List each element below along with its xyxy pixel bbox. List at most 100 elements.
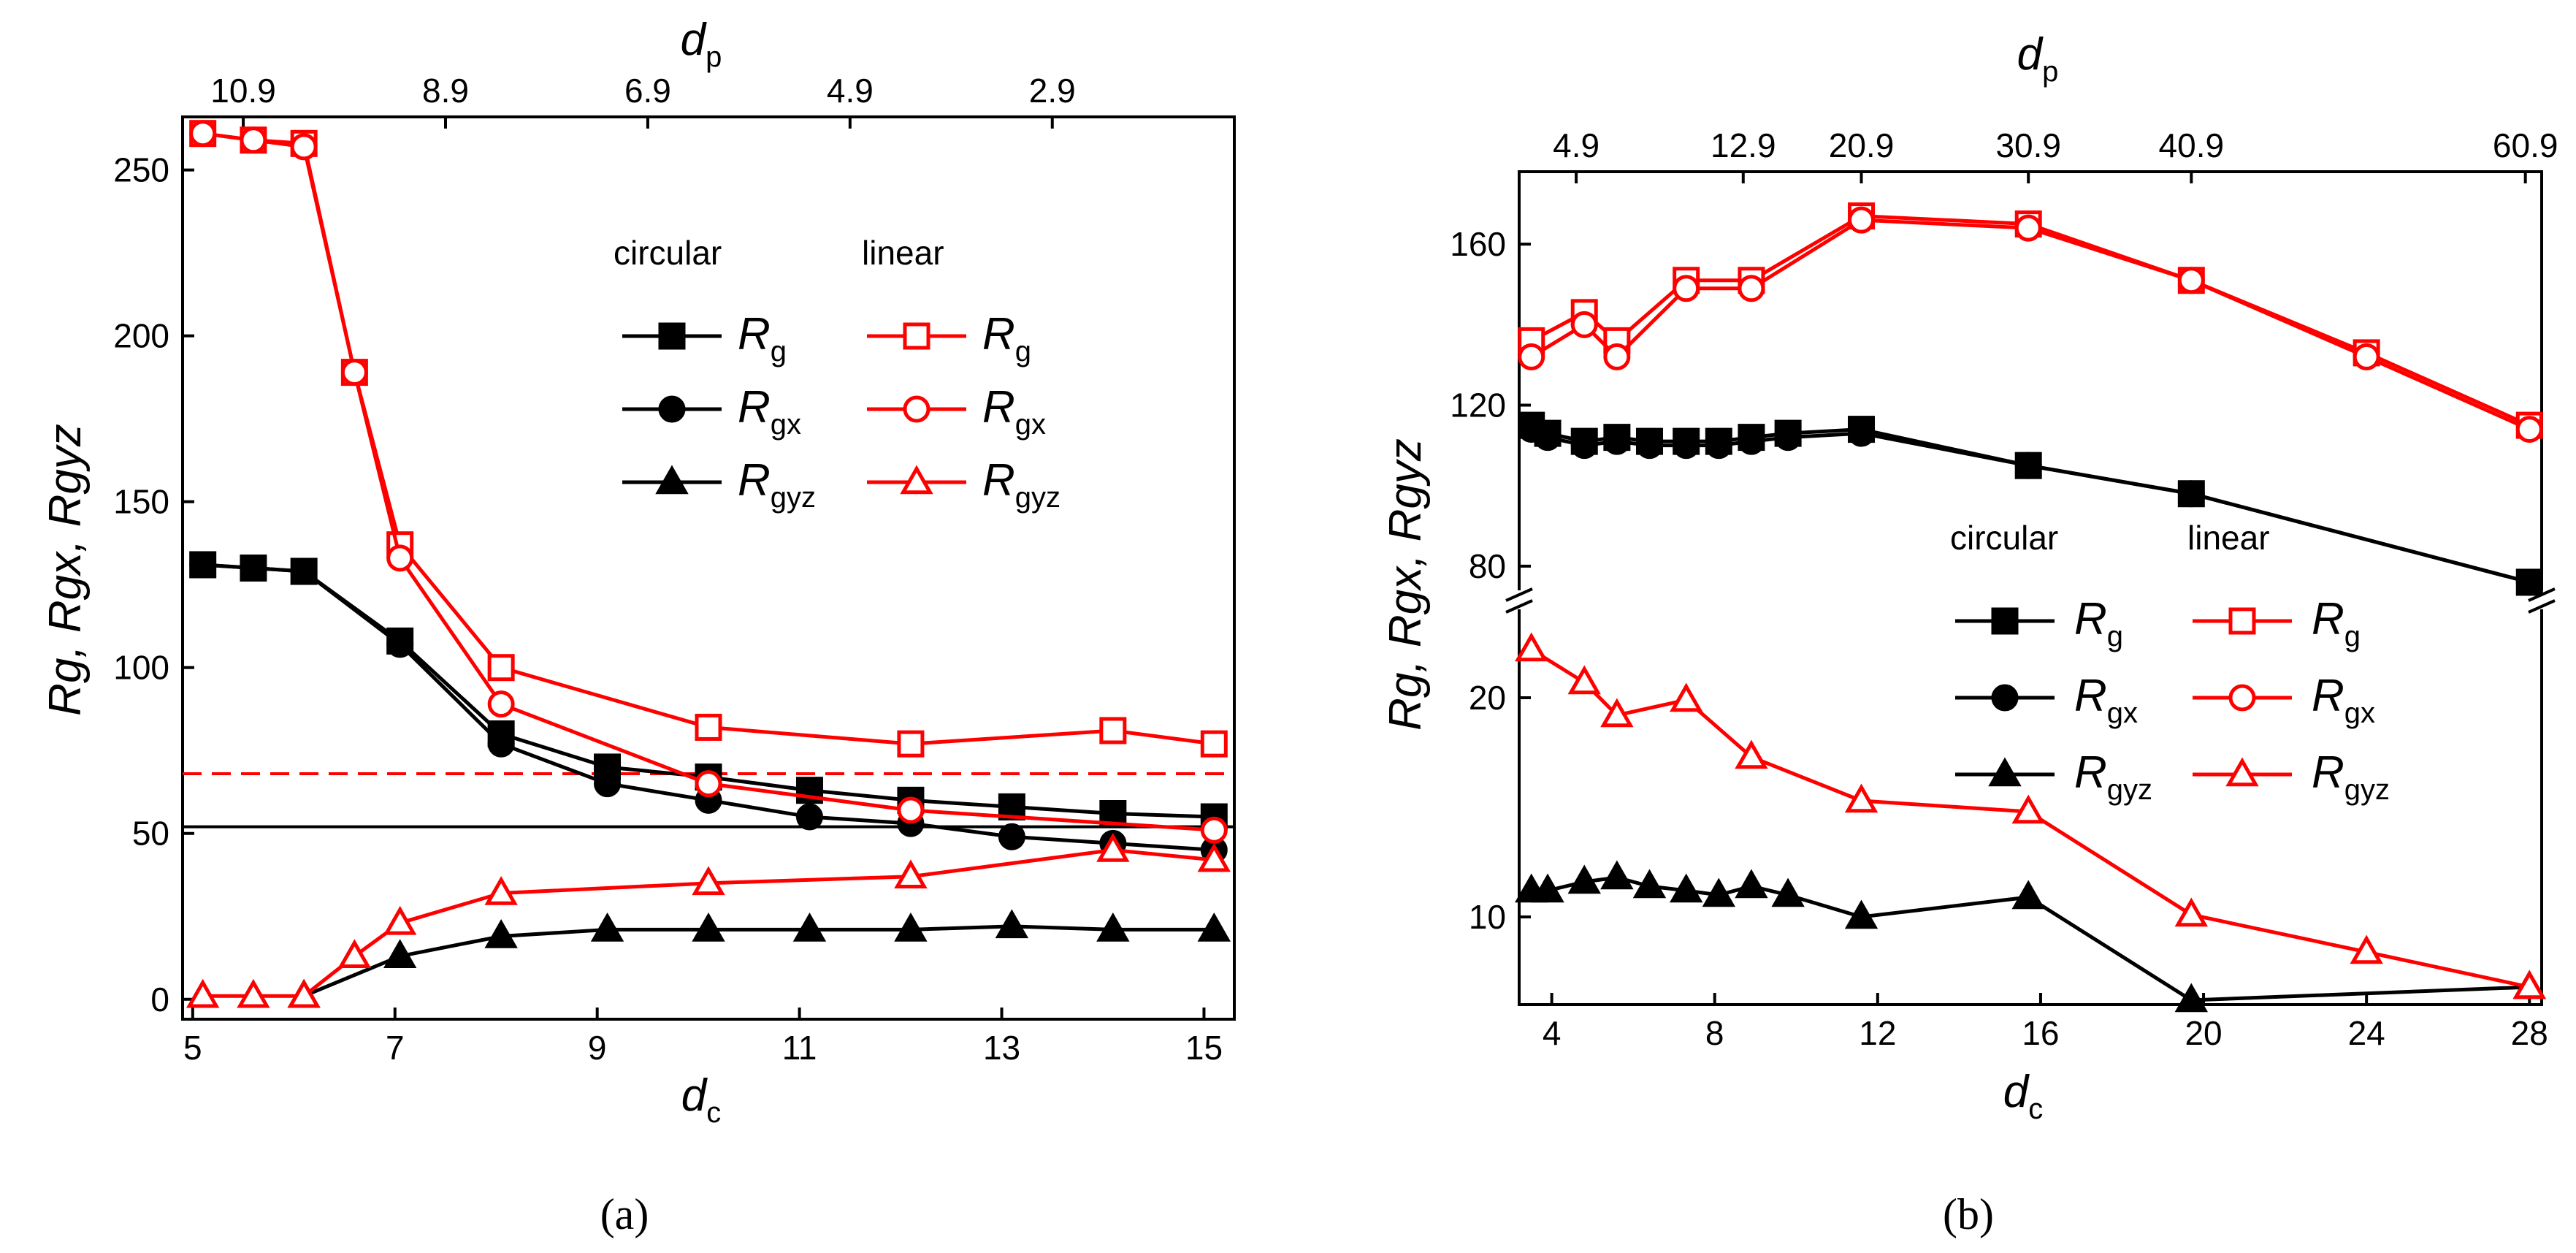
a-data-point — [383, 939, 417, 969]
b-data-point — [1771, 877, 1805, 907]
a-legend-linear-marker — [903, 322, 930, 350]
b-series-line — [1530, 647, 2530, 989]
a-ytick-label: 250 — [113, 151, 169, 189]
a-data-point — [484, 919, 518, 948]
a-data-point — [383, 905, 417, 935]
b-data-point — [1603, 343, 1631, 370]
a-data-point — [695, 770, 722, 798]
a-data-point — [237, 978, 270, 1008]
b-data-point — [1844, 783, 1879, 813]
a-data-point — [240, 126, 267, 154]
a-plot-frame — [181, 115, 1236, 1021]
a-data-point — [894, 859, 928, 889]
b-data-point — [1738, 427, 1765, 455]
b-legend-label: Rg — [2074, 594, 2123, 652]
a-data-point — [186, 978, 220, 1008]
b-data-point — [1673, 432, 1700, 460]
a-data-point — [995, 909, 1029, 939]
a-data-point — [487, 730, 515, 758]
b-x2tick-label: 30.9 — [1995, 126, 2061, 164]
b-legend-header-circular: circular — [1950, 519, 2058, 557]
b-data-point — [1735, 739, 1768, 769]
b-data-point — [2353, 343, 2380, 370]
panel-b-chart: 4 8 12 16 20 24 28 80 120 160 10 20 4.9 12.9 20.9 30.9 4… — [1380, 29, 2558, 1125]
caption-b: (b) — [1943, 1190, 1994, 1238]
a-legend-circular-marker — [655, 465, 689, 495]
a-legend-linear-marker — [903, 395, 930, 423]
a-data-point — [695, 713, 722, 741]
a-x2axis-label: dp — [681, 15, 722, 73]
b-data-point — [2515, 416, 2543, 443]
a-data-point — [1096, 832, 1130, 862]
a-legend-circular-marker — [658, 322, 686, 350]
b-data-point — [1738, 275, 1765, 302]
b-data-point — [1518, 343, 1545, 370]
b-yaxis-label: Rg, Rgx, Rgyz — [1380, 438, 1431, 731]
b-x2axis-label: dp — [2017, 29, 2059, 88]
b-legend-label: Rgyz — [2312, 747, 2390, 806]
b-legend-linear-marker — [2228, 684, 2256, 712]
b-x2tick-label: 4.9 — [1553, 126, 1600, 164]
a-legend-label: Rgyz — [982, 455, 1060, 514]
b-xtick-label: 4 — [1543, 1014, 1562, 1052]
a-data-point — [189, 551, 217, 579]
a-series-line — [303, 924, 1215, 998]
b-data-point — [2011, 794, 2045, 824]
b-x2tick-label: 40.9 — [2159, 126, 2225, 164]
b-series-line — [1530, 218, 2531, 431]
a-ytick-label: 100 — [113, 649, 169, 687]
a-data-point — [897, 730, 925, 758]
a-x2tick-label: 10.9 — [210, 72, 276, 110]
a-legend-label: Rgx — [982, 382, 1046, 441]
b-data-point — [1705, 432, 1732, 460]
a-data-point — [998, 823, 1025, 850]
b-data-point — [2350, 934, 2383, 964]
b-ytick-label: 120 — [1450, 386, 1506, 424]
a-data-point — [386, 544, 414, 572]
a-xtick-label: 5 — [183, 1029, 202, 1067]
a-xtick-label: 7 — [386, 1029, 405, 1067]
b-axis-break-mark — [1505, 587, 1533, 602]
a-data-point — [240, 555, 267, 582]
b-data-point — [1673, 275, 1700, 302]
b-data-point — [1848, 419, 1876, 447]
b-legend-circular-marker — [1991, 684, 2019, 712]
a-data-point — [487, 654, 515, 682]
a-x2tick-label: 8.9 — [422, 72, 469, 110]
a-ytick-label: 200 — [113, 317, 169, 355]
b-xaxis-label: dc — [2003, 1067, 2043, 1125]
a-data-point — [1200, 816, 1228, 844]
a-data-point — [337, 939, 372, 969]
a-data-point — [692, 866, 725, 896]
b-x2tick-label: 12.9 — [1711, 126, 1776, 164]
a-data-point — [1096, 912, 1130, 942]
a-data-point — [1200, 730, 1228, 758]
a-legend-header-linear: linear — [862, 234, 944, 272]
a-legend-label: Rgyz — [738, 455, 816, 514]
b-data-point — [2512, 970, 2546, 999]
a-data-point — [897, 796, 925, 824]
b-data-point — [1570, 311, 1598, 338]
b-data-point — [2174, 983, 2209, 1013]
b-data-point — [1534, 424, 1562, 452]
b-data-point — [2177, 267, 2205, 294]
b-data-point — [2014, 214, 2042, 242]
a-xtick-label: 13 — [983, 1029, 1020, 1067]
a-legend-label: Rg — [982, 309, 1031, 367]
b-series-line — [1530, 214, 2531, 427]
a-legend-label: Rg — [738, 309, 787, 367]
b-xtick-label: 24 — [2348, 1014, 2385, 1052]
b-xtick-label: 12 — [1859, 1014, 1896, 1052]
a-data-point — [590, 912, 624, 942]
a-data-point — [894, 912, 928, 942]
a-data-point — [290, 133, 318, 161]
a-yaxis-label: Rg, Rgx, Rgyz — [40, 424, 91, 716]
a-data-point — [484, 876, 518, 905]
a-data-point — [290, 557, 318, 585]
a-xaxis-label: dc — [681, 1070, 721, 1129]
a-legend-header-circular: circular — [614, 234, 722, 272]
a-legend-circular-marker — [658, 395, 686, 423]
b-axis-break-mark — [2528, 599, 2556, 614]
a-ytick-label: 0 — [150, 980, 169, 1018]
